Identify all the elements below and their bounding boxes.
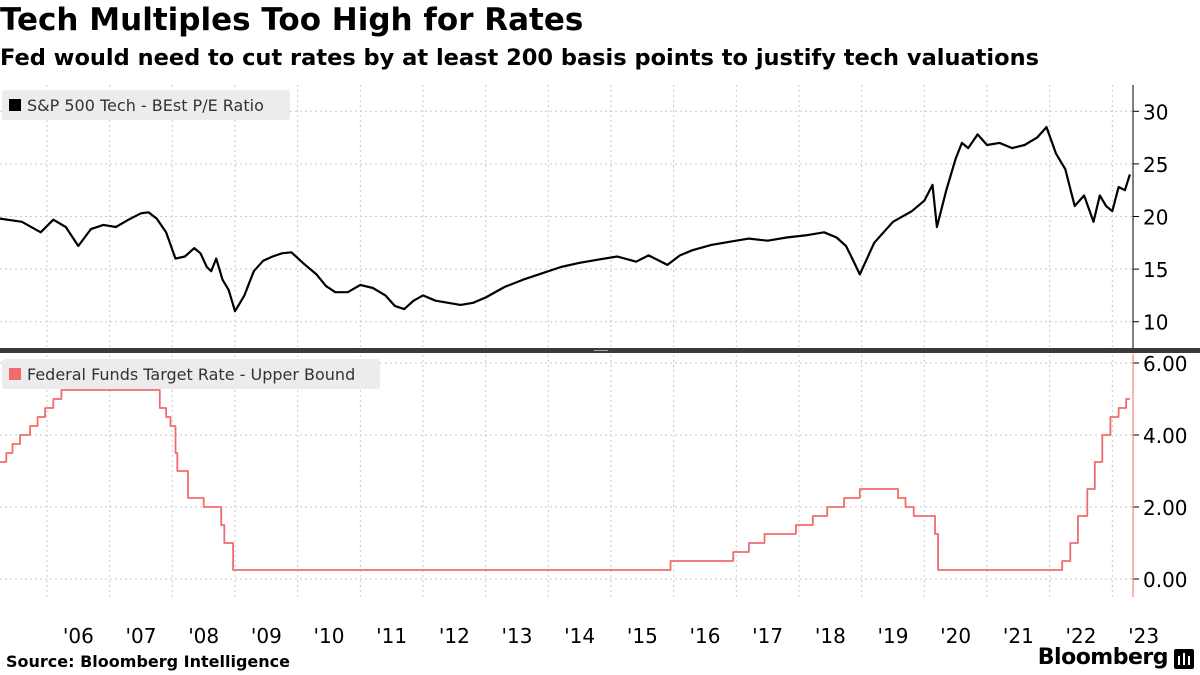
y-tick-label: 10 xyxy=(1143,311,1168,335)
x-tick-label: '08 xyxy=(188,624,219,648)
x-tick-label: '23 xyxy=(1128,624,1159,648)
y-tick-label: 2.00 xyxy=(1143,496,1188,520)
legend-label: Federal Funds Target Rate - Upper Bound xyxy=(27,365,355,384)
x-tick-label: '18 xyxy=(815,624,846,648)
chart-title: Tech Multiples Too High for Rates xyxy=(0,2,584,38)
series-line-pe-ratio xyxy=(0,125,1131,313)
x-tick-label: '16 xyxy=(690,624,721,648)
bloomberg-terminal-icon xyxy=(1174,649,1194,669)
panel-2: 0.00 2.00 4.00 6.00 Federal Funds Target Rat… xyxy=(0,352,1188,597)
brand-logo: Bloomberg xyxy=(1037,645,1169,670)
x-tick-label: '06 xyxy=(63,624,94,648)
x-tick-label: '22 xyxy=(1066,624,1097,648)
y-tick-label: 30 xyxy=(1143,100,1168,124)
legend: S&P 500 Tech - BEst P/E Ratio xyxy=(2,90,290,120)
x-tick-label: '19 xyxy=(878,624,909,648)
x-tick-label: '13 xyxy=(502,624,533,648)
legend-swatch xyxy=(9,368,21,380)
series-line-fed-funds-rate xyxy=(0,389,1130,571)
legend-label: S&P 500 Tech - BEst P/E Ratio xyxy=(27,96,264,115)
panel-1: 10 15 20 25 30 S&P 500 Tech - BEst P/E Ratio xyxy=(0,85,1168,348)
x-tick-label: '09 xyxy=(251,624,282,648)
x-tick-label: '15 xyxy=(627,624,658,648)
y-tick-label: 20 xyxy=(1143,206,1168,230)
y-tick-label: 4.00 xyxy=(1143,424,1188,448)
source-note: Source: Bloomberg Intelligence xyxy=(6,652,290,671)
x-tick-label: '11 xyxy=(376,624,407,648)
y-tick-label: 25 xyxy=(1143,153,1168,177)
y-tick-label: 6.00 xyxy=(1143,352,1188,376)
x-tick-label: '21 xyxy=(1003,624,1034,648)
legend: Federal Funds Target Rate - Upper Bound xyxy=(2,359,380,389)
x-tick-label: '14 xyxy=(564,624,595,648)
legend-box xyxy=(2,90,290,120)
chart-subtitle: Fed would need to cut rates by at least … xyxy=(0,45,1039,71)
x-tick-label: '20 xyxy=(940,624,971,648)
x-tick-label: '07 xyxy=(126,624,157,648)
legend-swatch xyxy=(9,99,21,111)
y-tick-label: 0.00 xyxy=(1143,568,1188,592)
y-tick-label: 15 xyxy=(1143,258,1168,282)
x-tick-label: '17 xyxy=(752,624,783,648)
legend-box xyxy=(2,359,380,389)
x-tick-label: '10 xyxy=(314,624,345,648)
x-tick-label: '12 xyxy=(439,624,470,648)
